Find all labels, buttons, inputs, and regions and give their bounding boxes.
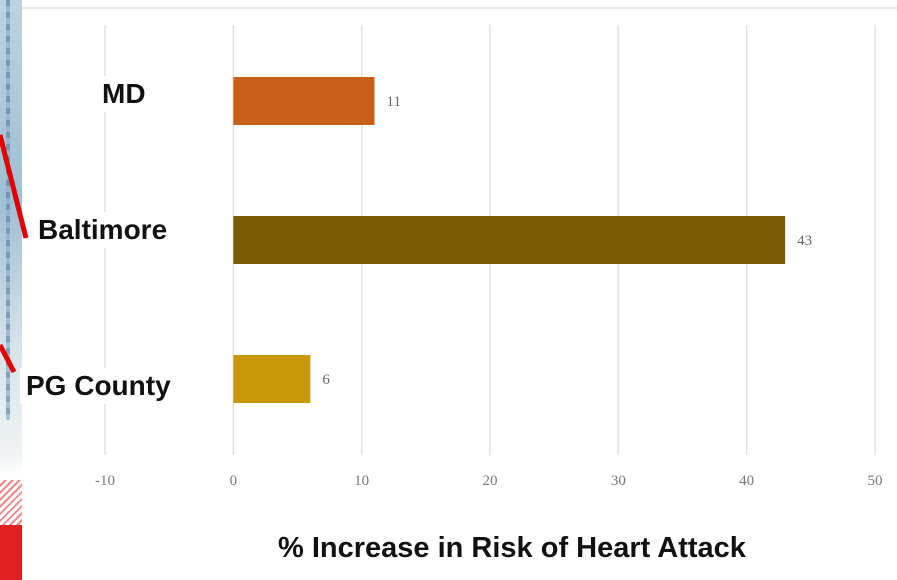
x-tick-label-1: 0 [230, 473, 238, 489]
data-label-2: 6 [322, 372, 330, 388]
background-map-strip [0, 0, 22, 580]
x-tick-label-0: -10 [95, 473, 115, 489]
bar-1 [233, 216, 786, 264]
bar-0 [233, 77, 375, 125]
x-axis-title: % Increase in Risk of Heart Attack [278, 532, 746, 564]
data-label-0: 11 [387, 94, 401, 110]
x-tick-label-5: 40 [739, 473, 754, 489]
data-label-1: 43 [797, 233, 812, 249]
decorative-stripes [0, 480, 22, 525]
x-tick-label-4: 30 [611, 473, 626, 489]
category-label-baltimore: Baltimore [32, 212, 174, 248]
map-river [6, 0, 10, 420]
decorative-red-block [0, 525, 22, 580]
pointer-line-pg-county [0, 343, 17, 374]
x-tick-label-3: 20 [483, 473, 498, 489]
pointer-line-baltimore [0, 134, 29, 239]
category-label-pg-county: PG County [20, 368, 177, 404]
bar-2 [233, 355, 311, 403]
category-label-md: MD [96, 76, 152, 112]
x-tick-label-6: 50 [868, 473, 883, 489]
x-tick-label-2: 10 [354, 473, 369, 489]
